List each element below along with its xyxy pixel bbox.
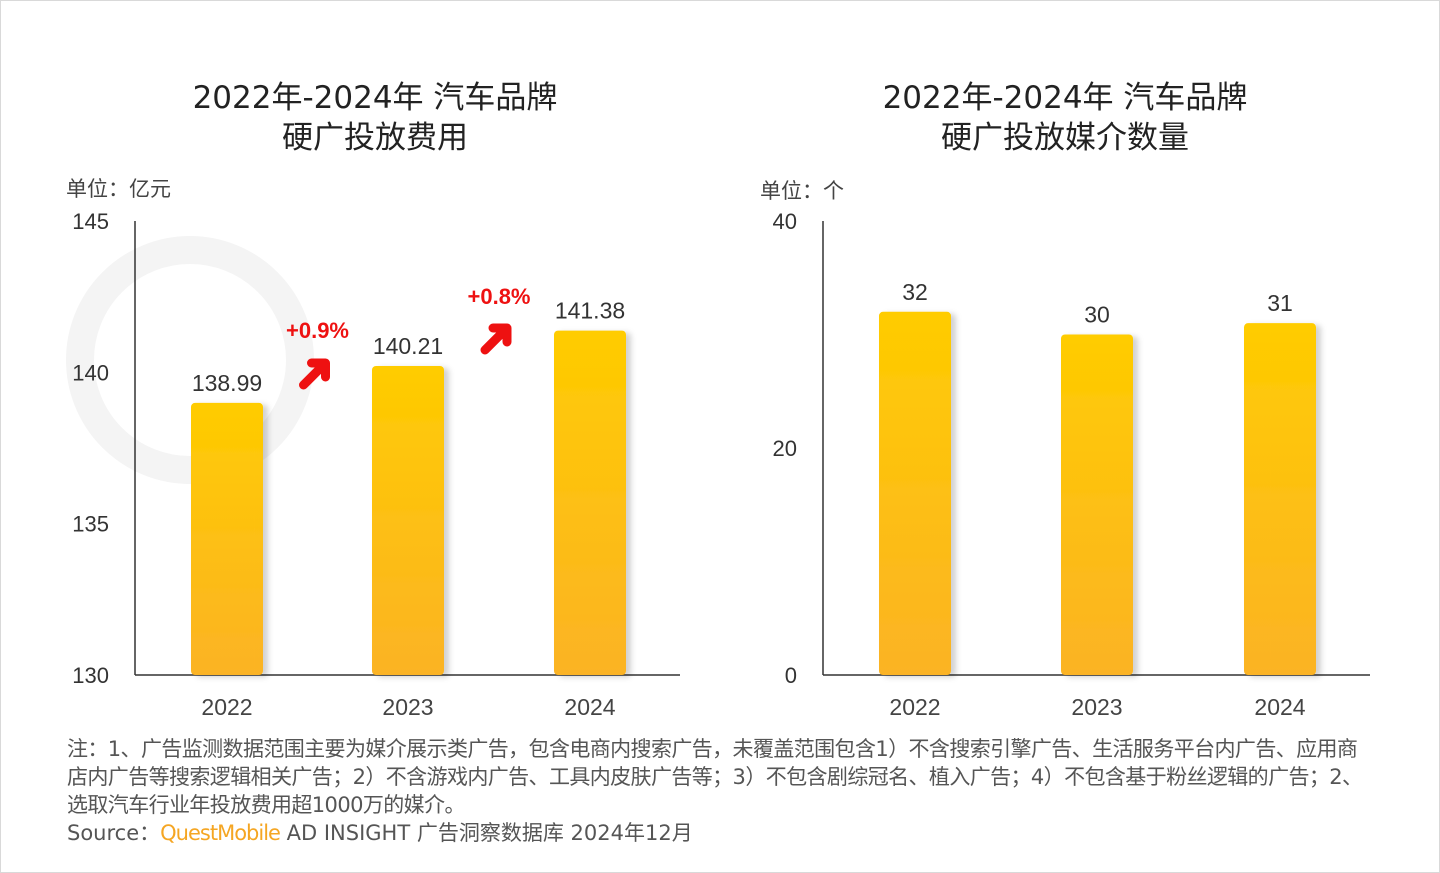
bar-2022 <box>191 402 263 675</box>
chart1-title-line2: 硬广投放费用 <box>282 120 468 156</box>
footnote: 注：1、广告监测数据范围主要为媒介展示类广告，包含电商内搜索广告，未覆盖范围包含… <box>67 737 1363 817</box>
y-tick-label: 0 <box>785 663 797 688</box>
y-tick-label: 140 <box>72 360 109 385</box>
growth-annotation: +0.8% <box>468 284 531 309</box>
x-tick-label: 2022 <box>201 694 252 720</box>
y-tick-label: 130 <box>72 663 109 688</box>
bar-2024 <box>554 330 626 675</box>
up-arrow-icon <box>299 358 330 390</box>
source-label: Source： <box>67 821 161 845</box>
chart2-title: 2022年-2024年 汽车品牌 硬广投放媒介数量 <box>830 78 1300 158</box>
footer: 注：1、广告监测数据范围主要为媒介展示类广告，包含电商内搜索广告，未覆盖范围包含… <box>67 735 1377 847</box>
y-tick-label: 40 <box>773 209 797 234</box>
chart1-title: 2022年-2024年 汽车品牌 硬广投放费用 <box>140 78 610 158</box>
data-label: 140.21 <box>373 333 443 359</box>
x-tick-label: 2023 <box>1071 694 1122 720</box>
source-brand: QuestMobile <box>160 821 281 845</box>
chart1-unit: 单位：亿元 <box>66 177 171 201</box>
source-text: AD INSIGHT 广告洞察数据库 2024年12月 <box>279 821 693 845</box>
x-tick-label: 2023 <box>382 694 433 720</box>
data-label: 138.99 <box>192 370 262 396</box>
chart2-title-line1: 2022年-2024年 汽车品牌 <box>882 80 1248 116</box>
y-tick-label: 145 <box>72 209 109 234</box>
bar-2023 <box>372 365 444 675</box>
bar-2024 <box>1244 323 1316 675</box>
watermark-logo <box>66 236 314 484</box>
x-tick-label: 2022 <box>889 694 940 720</box>
x-tick-label: 2024 <box>564 694 615 720</box>
data-label: 30 <box>1084 302 1110 328</box>
chart2-title-line2: 硬广投放媒介数量 <box>941 120 1189 156</box>
chart2-unit: 单位：个 <box>760 179 844 203</box>
bar-2023 <box>1061 334 1133 675</box>
up-arrow-icon <box>480 323 512 355</box>
data-label: 31 <box>1267 290 1293 316</box>
bar-2022 <box>879 311 951 675</box>
data-label: 32 <box>902 279 928 305</box>
y-tick-label: 135 <box>72 512 109 537</box>
y-tick-label: 20 <box>773 436 797 461</box>
data-label: 141.38 <box>555 298 625 324</box>
x-tick-label: 2024 <box>1254 694 1305 720</box>
source: Source：QuestMobile AD INSIGHT 广告洞察数据库 20… <box>67 819 1377 847</box>
growth-annotation: +0.9% <box>286 318 349 343</box>
chart1-title-line1: 2022年-2024年 汽车品牌 <box>192 80 558 116</box>
